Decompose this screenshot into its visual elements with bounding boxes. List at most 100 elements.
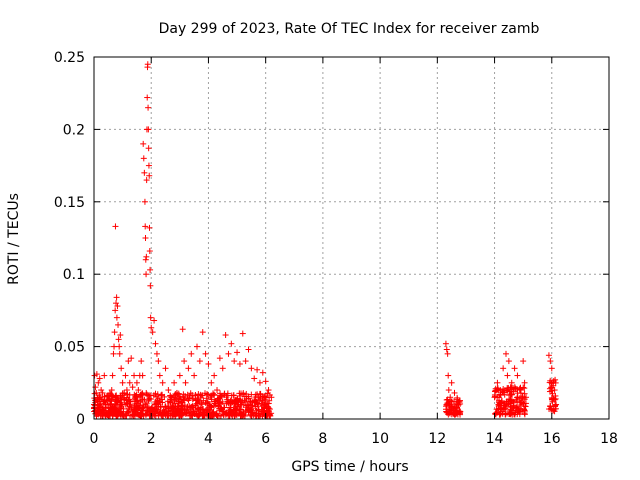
data-point <box>547 403 554 410</box>
data-point <box>96 375 103 382</box>
data-point <box>132 408 139 415</box>
data-point <box>142 256 149 263</box>
data-point <box>210 390 217 397</box>
data-point <box>129 384 136 391</box>
data-point <box>112 223 119 230</box>
data-point <box>255 412 262 419</box>
data-point <box>552 405 559 412</box>
data-point <box>548 394 555 401</box>
data-point <box>171 410 178 417</box>
data-point <box>495 406 502 413</box>
data-point <box>181 358 188 365</box>
data-point <box>227 408 234 415</box>
data-point <box>457 408 464 415</box>
x-tick-label: 8 <box>318 431 327 447</box>
data-point <box>211 391 218 398</box>
data-point <box>146 224 153 231</box>
data-point <box>144 61 151 68</box>
data-point <box>152 340 159 347</box>
data-point <box>159 399 166 406</box>
data-point <box>155 403 162 410</box>
data-point <box>233 397 240 404</box>
data-point <box>209 412 216 419</box>
data-point <box>94 410 101 417</box>
data-point <box>497 387 504 394</box>
data-point <box>454 394 461 401</box>
data-point <box>125 358 132 365</box>
data-point <box>248 412 255 419</box>
data-point <box>508 379 515 386</box>
data-point <box>119 401 126 408</box>
data-point <box>117 332 124 339</box>
data-point <box>214 387 221 394</box>
data-point <box>444 400 451 407</box>
data-point <box>199 329 206 336</box>
data-point <box>198 392 205 399</box>
data-point <box>147 396 154 403</box>
data-point <box>215 402 222 409</box>
data-point <box>149 329 156 336</box>
data-point <box>135 387 142 394</box>
data-point <box>251 375 258 382</box>
data-point <box>188 403 195 410</box>
data-point <box>518 402 525 409</box>
data-point <box>147 405 154 412</box>
data-point <box>97 394 104 401</box>
data-point <box>194 343 200 350</box>
data-point <box>122 372 129 379</box>
data-point <box>147 314 154 321</box>
data-point <box>175 412 182 419</box>
data-point <box>179 326 186 333</box>
data-point <box>264 400 271 407</box>
data-point <box>99 389 106 396</box>
data-point <box>202 399 209 406</box>
data-point <box>521 390 528 397</box>
data-point <box>117 405 124 412</box>
data-point <box>511 365 518 372</box>
data-point <box>155 358 162 365</box>
data-point <box>500 365 507 372</box>
data-point <box>519 399 526 406</box>
data-point <box>133 379 140 386</box>
data-point <box>512 385 519 392</box>
data-point <box>258 400 265 407</box>
y-tick-labels: 0 0.05 0.1 0.15 0.2 0.25 <box>54 50 85 428</box>
data-point <box>106 395 113 402</box>
data-point <box>268 410 275 417</box>
data-point <box>256 397 263 404</box>
data-point <box>514 411 521 418</box>
data-point <box>101 372 108 379</box>
data-point <box>136 412 143 419</box>
data-point <box>120 405 127 412</box>
data-point <box>189 411 196 418</box>
data-point <box>504 372 511 379</box>
data-point <box>202 350 209 357</box>
data-point <box>228 392 235 399</box>
data-point <box>191 372 198 379</box>
y-tick-label: 0.05 <box>54 340 85 356</box>
data-point <box>518 395 525 402</box>
data-point <box>492 410 499 417</box>
data-point <box>144 409 151 416</box>
data-point <box>444 408 451 415</box>
data-point <box>120 395 127 402</box>
data-point <box>110 350 117 357</box>
data-point <box>228 340 235 347</box>
data-point <box>128 404 135 411</box>
data-point <box>548 365 555 372</box>
data-point <box>103 392 110 399</box>
data-point <box>108 401 115 408</box>
data-point <box>99 413 106 420</box>
data-point <box>506 392 513 399</box>
data-point <box>190 407 197 414</box>
data-point <box>254 366 261 373</box>
data-point <box>503 402 510 409</box>
data-point <box>216 407 223 414</box>
x-tick-label: 18 <box>600 431 618 447</box>
data-point <box>445 372 452 379</box>
data-point <box>242 407 249 414</box>
data-point <box>451 398 458 405</box>
data-point <box>505 398 512 405</box>
data-point <box>180 397 187 404</box>
data-point <box>259 369 266 376</box>
